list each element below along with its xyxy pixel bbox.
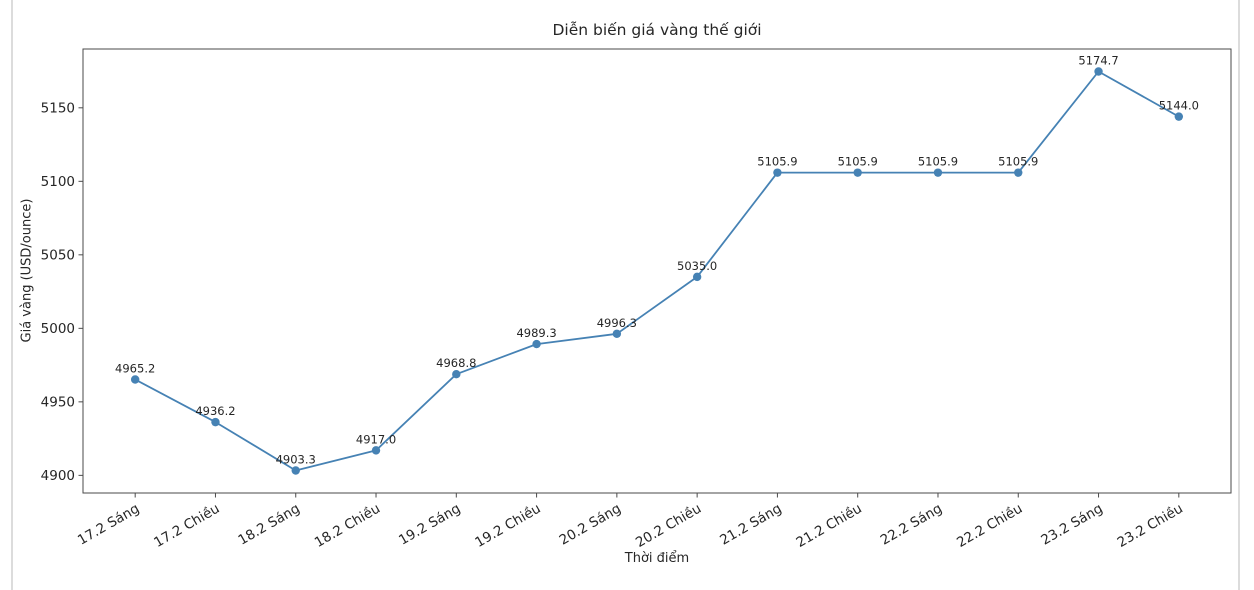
x-tick-label: 19.2 Sáng (396, 501, 463, 549)
data-point-marker (1014, 168, 1023, 177)
plot-frame (82, 48, 1232, 494)
page-right-edge (1238, 0, 1240, 590)
data-point-marker (1174, 112, 1184, 121)
x-tick-label: 21.2 Sáng (717, 501, 784, 549)
y-tick-label: 5100 (41, 174, 75, 190)
data-point-label: 5035.0 (677, 259, 717, 273)
data-point-label: 4996.3 (597, 316, 637, 330)
x-tick-label: 19.2 Chiều (472, 500, 544, 551)
page-left-edge (11, 0, 13, 590)
y-tick-label: 4950 (41, 394, 75, 410)
x-tick-label: 20.2 Chiều (632, 500, 704, 551)
x-tick-label: 23.2 Chiều (1114, 500, 1186, 551)
y-tick-label: 5150 (41, 100, 75, 116)
data-point-marker (933, 168, 943, 177)
data-point-marker (130, 375, 140, 384)
data-point-label: 4936.2 (195, 404, 235, 418)
data-point-marker (1094, 67, 1103, 76)
data-point-label: 5174.7 (1078, 53, 1118, 67)
data-point-label: 4917.0 (356, 432, 396, 446)
data-point-label: 4965.2 (115, 362, 155, 376)
x-tick-label: 22.2 Sáng (878, 501, 945, 549)
x-tick-label: 17.2 Chiều (151, 500, 223, 551)
x-axis-label: Thời điểm (624, 551, 690, 566)
y-tick-label: 5000 (41, 321, 75, 337)
y-tick-label: 5050 (41, 247, 75, 263)
data-point-label: 5105.9 (918, 155, 958, 169)
data-point-label: 5144.0 (1159, 99, 1199, 113)
data-point-marker (211, 417, 220, 427)
chart-title: Diễn biến giá vàng thế giới (552, 21, 762, 39)
x-tick-label: 18.2 Chiều (311, 500, 383, 551)
data-point-marker (291, 466, 300, 475)
data-point-marker (532, 339, 541, 349)
data-point-label: 4903.3 (276, 453, 316, 467)
data-point-marker (773, 168, 782, 177)
y-tick-label: 4900 (41, 468, 75, 484)
x-tick-label: 17.2 Sáng (75, 501, 142, 549)
data-point-label: 5105.9 (838, 155, 878, 169)
data-point-marker (452, 370, 461, 379)
data-point-marker (853, 168, 862, 177)
data-point-marker (612, 329, 622, 338)
x-tick-label: 23.2 Sáng (1038, 501, 1105, 549)
data-point-label: 5105.9 (998, 155, 1038, 169)
data-point-marker (692, 272, 702, 282)
x-tick-label: 21.2 Chiều (793, 500, 865, 551)
y-axis-label: Giá vàng (USD/ounce) (19, 198, 35, 343)
data-point-label: 4968.8 (436, 356, 476, 370)
x-tick-label: 18.2 Sáng (236, 501, 303, 549)
x-tick-label: 22.2 Chiều (954, 500, 1026, 551)
data-point-label: 4989.3 (516, 326, 556, 340)
price-line (134, 70, 1180, 472)
x-tick-label: 20.2 Sáng (557, 501, 624, 549)
data-point-marker (371, 446, 381, 455)
data-point-label: 5105.9 (757, 155, 797, 169)
